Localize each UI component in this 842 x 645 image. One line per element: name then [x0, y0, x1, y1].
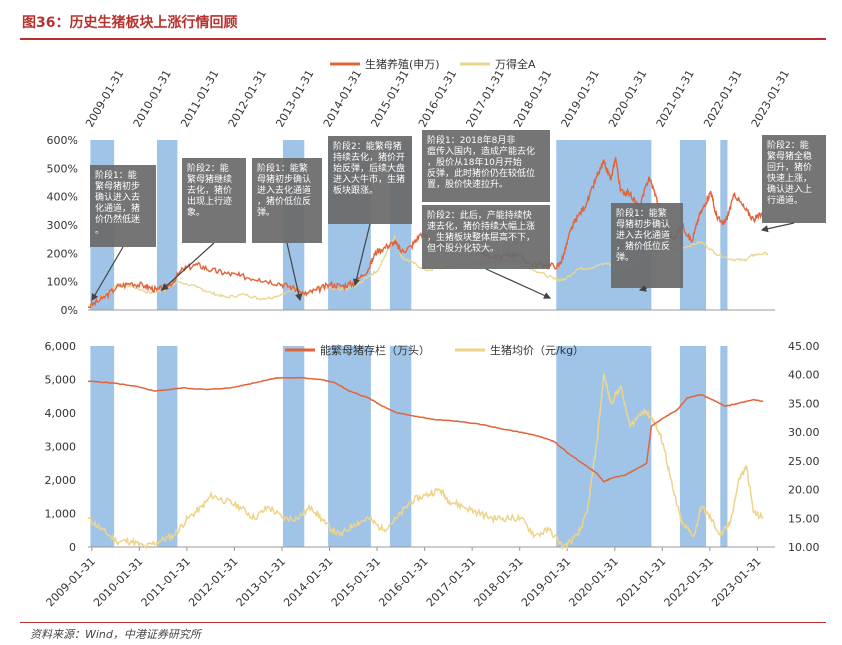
x-tick-label-top: 2011-01-31 — [178, 68, 221, 130]
x-tick-label-top: 2021-01-31 — [654, 68, 697, 130]
highlight-band-bottom — [328, 346, 371, 547]
y-tick-label-right: 45.00 — [788, 340, 820, 353]
x-tick-label-top: 2012-01-31 — [226, 68, 269, 130]
y-tick-label-top: 600% — [47, 134, 78, 147]
annotation-arrow — [638, 284, 648, 292]
x-tick-label-bottom: 2021-01-31 — [614, 555, 668, 609]
x-tick-label-top: 2017-01-31 — [463, 68, 506, 130]
y-tick-label-left: 5,000 — [45, 374, 77, 387]
y-tick-label-top: 100% — [47, 276, 78, 289]
legend-label-sow-stock: 能繁母猪存栏（万头） — [320, 343, 430, 357]
y-tick-label-right: 15.00 — [788, 512, 820, 525]
x-tick-label-bottom: 2013-01-31 — [234, 555, 288, 609]
y-tick-label-right: 25.00 — [788, 455, 820, 468]
y-tick-label-top: 300% — [47, 219, 78, 232]
source-note: 资料来源：Wind，中港证券研究所 — [30, 628, 201, 641]
annotation-text: 阶段1：能繁母猪初步确认进入去化通道，猪价仍然低迷。 — [95, 169, 140, 236]
annotation-box — [762, 135, 826, 223]
x-tick-label-bottom: 2023-01-31 — [709, 555, 763, 609]
annotation-text: 阶段2：能繁母猪全稳回升，猪价快速上涨，确认进入上行通道。 — [767, 139, 812, 206]
annotation-text: 阶段1：能繁母猪初步确认进入去化通道，猪价低位反弹。 — [616, 207, 670, 263]
annotation-box — [252, 158, 322, 243]
x-tick-label-top: 2014-01-31 — [321, 68, 364, 130]
annotation-box — [611, 203, 683, 288]
annotation-arrow — [485, 268, 552, 299]
y-tick-label-right: 40.00 — [788, 369, 820, 382]
x-tick-label-bottom: 2009-01-31 — [44, 555, 98, 609]
x-tick-label-bottom: 2012-01-31 — [186, 555, 240, 609]
y-tick-label-left: 3,000 — [45, 441, 77, 454]
y-tick-label-left: 6,000 — [45, 340, 77, 353]
x-tick-label-top: 2018-01-31 — [511, 68, 554, 130]
series-line-sow-stock — [87, 376, 764, 483]
x-tick-label-bottom: 2011-01-31 — [139, 555, 193, 609]
annotation-box — [328, 136, 412, 224]
annotation-box — [182, 158, 246, 243]
annotation-text: 阶段2：能繁母猪继续去化，猪价出现上行迹象。 — [187, 162, 232, 218]
x-tick-label-bottom: 2016-01-31 — [376, 555, 430, 609]
highlight-band-top — [720, 140, 728, 310]
annotation-text: 阶段2：能繁母猪持续去化，猪价开始反弹，后续大盘进入大牛市，生猪板块跟涨。 — [333, 140, 405, 196]
y-tick-label-left: 1,000 — [45, 508, 77, 521]
highlight-band-bottom — [679, 346, 707, 547]
annotation-text: 阶段2：此后，产能持续快速去化，猪价持续大幅上涨，生猪板块整体层高不下，但个股分… — [427, 209, 535, 254]
x-tick-label-top: 2016-01-31 — [416, 68, 459, 130]
annotation-box — [422, 205, 550, 269]
annotation-box — [90, 165, 156, 247]
y-tick-label-top: 400% — [47, 191, 78, 204]
x-tick-label-top: 2015-01-31 — [368, 68, 411, 130]
annotation-arrow — [352, 223, 371, 287]
y-tick-label-left: 2,000 — [45, 474, 77, 487]
highlight-band-bottom — [156, 346, 178, 547]
legend-label-wind-a: 万得全A — [495, 57, 536, 71]
y-tick-label-top: 0% — [61, 304, 78, 317]
y-tick-label-right: 20.00 — [788, 484, 820, 497]
x-tick-label-bottom: 2017-01-31 — [424, 555, 478, 609]
annotation-box — [422, 130, 550, 202]
legend-label-pig-price: 生猪均价（元/kg） — [490, 343, 584, 357]
y-tick-label-top: 500% — [47, 162, 78, 175]
x-tick-label-bottom: 2019-01-31 — [519, 555, 573, 609]
series-line-pig-price — [87, 373, 764, 551]
y-tick-label-left: 0 — [69, 541, 76, 554]
x-tick-label-bottom: 2022-01-31 — [662, 555, 716, 609]
annotation-text: 阶段1：2018年8月非瘟传入国内，造成产能去化，股价从18年10月开始反弹，此… — [427, 134, 535, 190]
highlight-band-bottom — [389, 346, 412, 547]
x-tick-label-top: 2009-01-31 — [83, 68, 126, 130]
x-tick-label-top: 2010-01-31 — [131, 68, 174, 130]
annotation-text: 阶段1：能繁母猪初步确认进入去化通道，猪价低位反弹。 — [257, 162, 311, 218]
title-rule — [20, 38, 826, 40]
y-tick-label-left: 4,000 — [45, 407, 77, 420]
x-tick-label-top: 2022-01-31 — [701, 68, 744, 130]
highlight-band-top — [156, 140, 178, 310]
highlight-band-bottom — [90, 346, 115, 547]
x-tick-label-top: 2019-01-31 — [559, 68, 602, 130]
y-tick-label-right: 30.00 — [788, 426, 820, 439]
y-tick-label-right: 10.00 — [788, 541, 820, 554]
x-tick-label-top: 2020-01-31 — [606, 68, 649, 130]
footer-rule — [20, 622, 826, 623]
legend-label-pig-index: 生猪养殖(申万) — [365, 57, 440, 71]
x-tick-label-top: 2023-01-31 — [749, 68, 792, 130]
x-tick-label-bottom: 2010-01-31 — [91, 555, 145, 609]
x-tick-label-top: 2013-01-31 — [273, 68, 316, 130]
annotation-arrow — [760, 222, 795, 233]
highlight-band-bottom — [720, 346, 728, 547]
figure-title: 图36：历史生猪板块上涨行情回顾 — [22, 15, 238, 31]
highlight-band-bottom — [282, 346, 305, 547]
annotation-arrow — [91, 246, 124, 302]
annotation-arrow — [286, 242, 303, 302]
x-tick-label-bottom: 2014-01-31 — [281, 555, 335, 609]
annotation-arrow — [161, 242, 215, 291]
x-tick-label-bottom: 2018-01-31 — [471, 555, 525, 609]
y-tick-label-right: 35.00 — [788, 397, 820, 410]
x-tick-label-bottom: 2020-01-31 — [566, 555, 620, 609]
y-tick-label-top: 200% — [47, 247, 78, 260]
highlight-band-top — [679, 140, 707, 310]
x-tick-label-bottom: 2015-01-31 — [329, 555, 383, 609]
